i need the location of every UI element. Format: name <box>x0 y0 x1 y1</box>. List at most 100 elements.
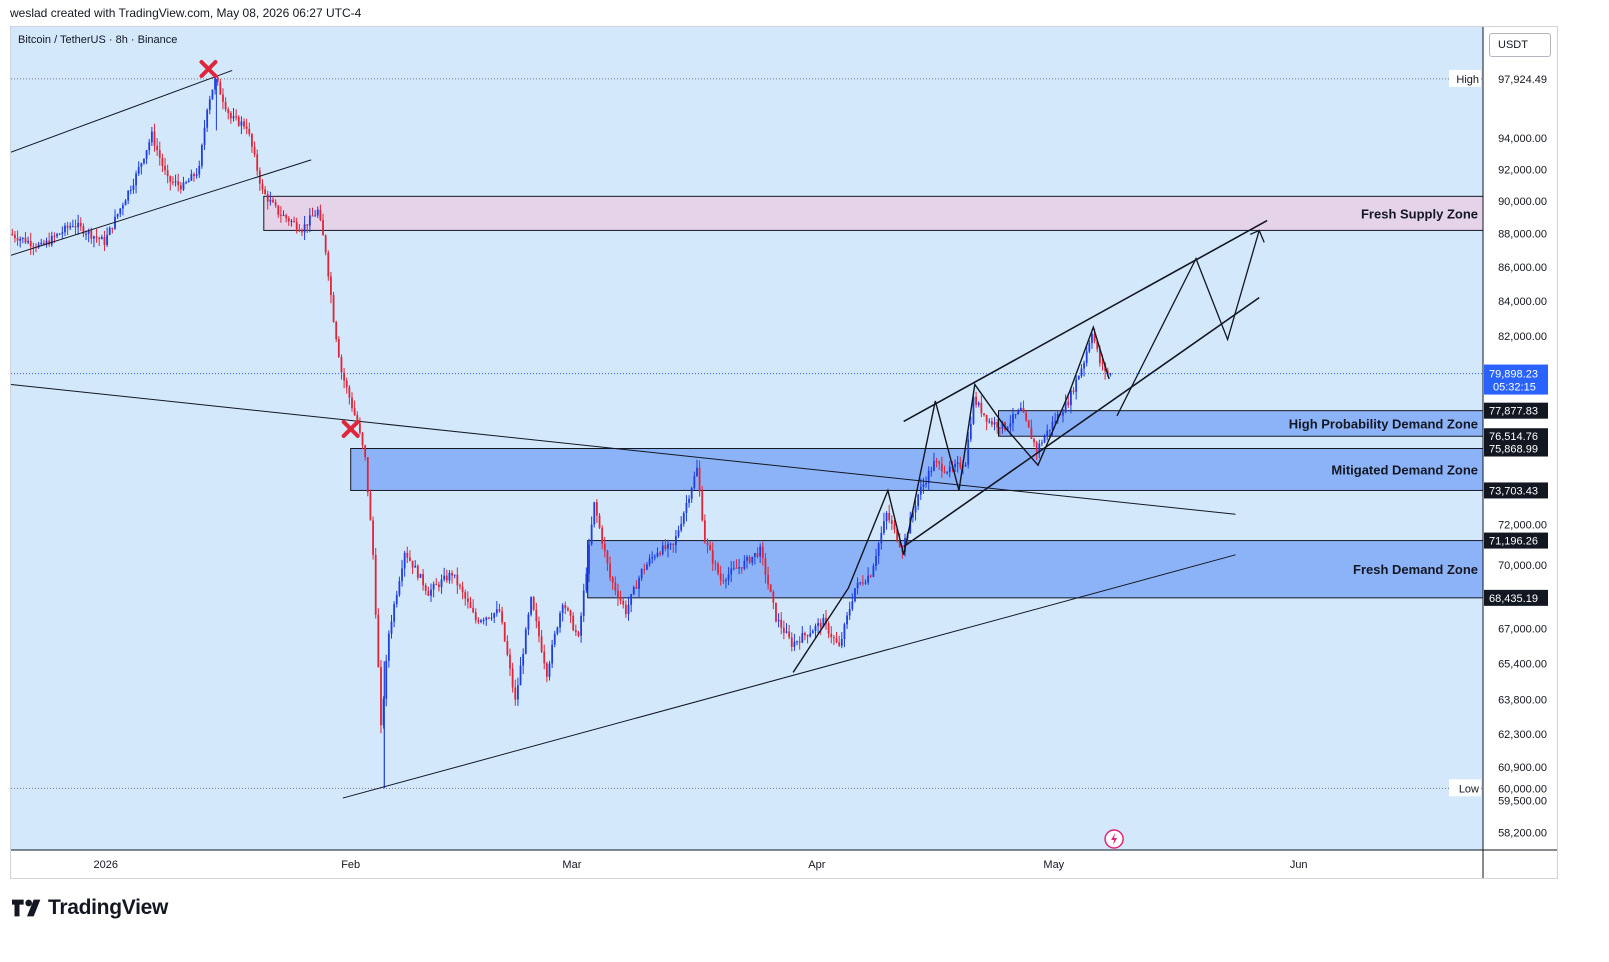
candle-body <box>66 225 69 228</box>
candle <box>1080 364 1083 379</box>
candle-body <box>443 575 446 580</box>
candle-body <box>1033 438 1035 443</box>
candle-body <box>859 582 862 584</box>
trendline-5[interactable] <box>903 296 1260 548</box>
candle-body <box>227 109 230 114</box>
candle-body <box>840 638 843 646</box>
trendline-2[interactable] <box>11 383 1236 515</box>
trendline-3[interactable] <box>342 554 1236 799</box>
demand-zone-3[interactable] <box>587 540 1483 599</box>
candle <box>485 616 488 626</box>
x-tick-label: Jun <box>1290 859 1308 871</box>
price-chart[interactable]: Fresh Supply Zone High Probability Demand… <box>11 27 1558 879</box>
candle <box>722 573 725 584</box>
flash-icon[interactable] <box>1104 829 1124 849</box>
candle <box>545 661 548 683</box>
candle-body <box>553 633 556 645</box>
swing-path[interactable] <box>792 324 1110 673</box>
candle <box>859 581 862 586</box>
candle-body <box>456 574 459 586</box>
candle-body <box>677 530 680 537</box>
candle-body <box>69 226 72 228</box>
candle-body <box>190 174 193 181</box>
candle <box>480 618 482 624</box>
candle <box>327 250 330 281</box>
candle-body <box>340 357 343 373</box>
candle-body <box>959 462 962 468</box>
candle-body <box>751 556 754 563</box>
candle <box>306 224 309 233</box>
candle-body <box>27 240 29 243</box>
candle-body <box>106 234 108 245</box>
candle <box>187 177 190 183</box>
candle <box>145 149 148 165</box>
y-tick-label: 70,000.00 <box>1498 560 1547 572</box>
brand-name: TradingView <box>48 896 169 919</box>
candle-body <box>93 236 95 239</box>
supply-zone-0[interactable] <box>263 195 1483 231</box>
trendline-1[interactable] <box>11 159 312 256</box>
candle-body <box>474 612 477 621</box>
candle-body <box>709 544 712 551</box>
candle-body <box>672 543 675 546</box>
candle <box>764 552 767 584</box>
candle <box>477 617 480 625</box>
candle <box>553 630 556 648</box>
candle-body <box>740 567 743 569</box>
trendline-4[interactable] <box>903 219 1268 423</box>
candle-body <box>361 432 364 446</box>
candle <box>90 227 93 244</box>
candle <box>646 562 648 571</box>
candle-body <box>656 552 659 557</box>
candle <box>804 631 806 641</box>
candle-body <box>1098 349 1101 364</box>
candle-body <box>169 176 172 182</box>
chart-area[interactable]: Fresh Supply Zone High Probability Demand… <box>10 26 1558 879</box>
demand-zone-2[interactable] <box>350 448 1483 491</box>
candle <box>337 336 340 358</box>
candle <box>229 111 232 124</box>
candle-body <box>564 605 567 609</box>
currency-button[interactable]: USDT <box>1489 33 1551 57</box>
candle-body <box>311 215 314 217</box>
candle <box>66 221 69 236</box>
y-tick-label: 88,000.00 <box>1498 229 1547 241</box>
trendline-0[interactable] <box>11 69 233 153</box>
candle <box>414 560 417 568</box>
candle-body <box>585 573 588 591</box>
candle-body <box>82 226 85 235</box>
candle-body <box>445 575 448 581</box>
candle-body <box>135 173 137 186</box>
candle <box>585 567 588 594</box>
candle <box>1072 386 1075 395</box>
candle-body <box>548 663 551 677</box>
candle <box>319 204 322 222</box>
candle <box>332 291 335 323</box>
candle <box>998 427 1001 437</box>
candle-body <box>71 226 74 228</box>
price-tag-value: 76,514.76 <box>1489 431 1538 443</box>
candle <box>872 563 875 578</box>
time-axis[interactable] <box>11 850 1483 879</box>
candle-body <box>619 597 622 601</box>
candle-body <box>640 569 643 579</box>
candle <box>877 541 880 565</box>
brand-footer[interactable]: TradingView <box>12 896 168 920</box>
candle-body <box>435 584 438 586</box>
candle-body <box>993 422 996 425</box>
candle <box>838 635 841 647</box>
candle <box>551 639 554 669</box>
candle <box>108 226 111 236</box>
candle <box>432 581 435 598</box>
candle <box>732 561 735 571</box>
candle <box>825 610 827 630</box>
symbol-title[interactable]: Bitcoin / TetherUS · 8h · Binance <box>18 34 178 46</box>
candle <box>624 600 627 618</box>
candle <box>572 612 575 632</box>
candle-body <box>401 568 403 582</box>
candle-body <box>1006 427 1009 430</box>
candle-body <box>322 219 324 236</box>
candle-body <box>596 502 598 516</box>
candle <box>374 548 377 619</box>
projection-path[interactable] <box>1116 230 1260 417</box>
